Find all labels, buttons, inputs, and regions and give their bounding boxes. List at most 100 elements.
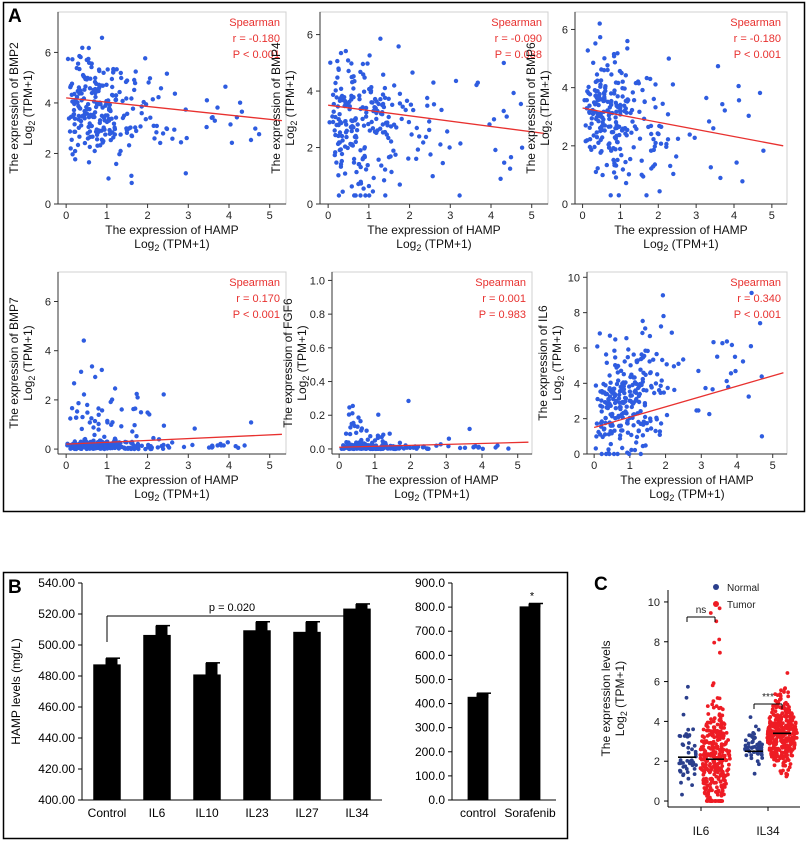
data-point: [721, 731, 726, 736]
x-tick-label: 0: [325, 210, 331, 222]
data-point: [362, 145, 367, 150]
data-point: [698, 753, 703, 757]
data-point: [587, 144, 593, 150]
y-tick-label: 0: [654, 796, 660, 808]
data-point: [126, 143, 132, 148]
error-bar: [528, 603, 541, 608]
data-point: [748, 715, 753, 719]
data-point: [740, 179, 745, 184]
data-point: [392, 83, 397, 88]
data-point: [124, 78, 130, 83]
data-point: [92, 446, 97, 451]
data-point: [686, 745, 691, 750]
data-point: [93, 75, 98, 81]
data-point: [603, 415, 608, 421]
x-tick-label: IL6: [149, 806, 166, 820]
stat-p: P < 0.001: [233, 309, 280, 321]
data-point: [407, 445, 413, 450]
data-point: [728, 371, 734, 376]
x-tick-label: 3: [693, 210, 699, 222]
data-point: [462, 445, 468, 450]
data-point: [219, 443, 224, 448]
data-point: [660, 101, 665, 107]
y-tick-label: 6: [45, 47, 51, 59]
data-point: [408, 102, 414, 107]
data-point: [369, 100, 374, 105]
data-point: [783, 686, 787, 691]
data-point: [640, 87, 645, 93]
data-point: [603, 352, 609, 357]
data-point: [215, 105, 220, 110]
data-point: [598, 137, 603, 143]
data-point: [92, 418, 98, 424]
data-point: [154, 123, 159, 129]
data-point: [76, 401, 81, 406]
data-point: [619, 428, 624, 433]
data-point: [791, 741, 795, 746]
data-point: [708, 769, 713, 774]
data-point: [716, 777, 721, 781]
y-tick-label: 0.2: [310, 410, 325, 422]
data-point: [718, 755, 722, 760]
data-point: [709, 765, 714, 770]
data-point: [112, 125, 117, 130]
data-point: [106, 116, 112, 122]
data-point: [69, 81, 75, 86]
data-point: [379, 163, 384, 168]
data-point: [665, 112, 671, 117]
data-point: [640, 433, 646, 438]
data-point: [135, 395, 140, 400]
data-point: [349, 95, 354, 101]
y-tick-label: 4: [654, 716, 660, 728]
data-point: [88, 134, 93, 140]
data-point: [75, 142, 81, 148]
x-tick-label: 5: [769, 210, 775, 222]
data-point: [111, 70, 116, 75]
data-point: [72, 122, 77, 127]
data-point: [724, 781, 728, 786]
data-point: [641, 370, 646, 375]
data-point: [96, 421, 101, 427]
data-point: [358, 69, 363, 75]
x-tick-label: IL34: [756, 824, 780, 838]
data-point: [701, 772, 706, 777]
x-tick-label: 4: [226, 210, 232, 222]
data-point: [769, 746, 774, 751]
data-point: [620, 79, 625, 84]
data-point: [336, 193, 342, 198]
data-point: [779, 713, 783, 718]
data-point: [623, 180, 629, 186]
y-tick-label: 10: [648, 597, 660, 609]
data-point: [446, 436, 452, 441]
data-point: [599, 124, 605, 129]
data-point: [611, 51, 617, 57]
data-point: [727, 762, 731, 767]
plot-frame: [57, 271, 287, 455]
data-point: [618, 405, 623, 410]
data-point: [773, 692, 778, 696]
data-point: [711, 126, 716, 131]
data-point: [161, 423, 167, 428]
data-point: [133, 406, 138, 411]
data-point: [601, 90, 607, 96]
data-point: [648, 426, 654, 431]
data-point: [634, 358, 639, 363]
data-point: [720, 764, 725, 768]
x-tick-label: Control: [88, 806, 127, 820]
data-point: [617, 146, 623, 152]
data-point: [69, 137, 74, 142]
data-point: [349, 61, 354, 66]
data-point: [397, 440, 403, 445]
data-point: [335, 58, 340, 64]
data-point: [723, 742, 728, 746]
data-point: [134, 391, 139, 397]
y-tick-label: 300.0: [415, 721, 445, 735]
data-point: [352, 117, 357, 122]
data-point: [757, 90, 763, 96]
data-point: [771, 712, 776, 717]
data-point: [625, 430, 631, 435]
data-point: [638, 451, 643, 457]
data-point: [379, 434, 384, 440]
x-tick-label: 2: [145, 460, 151, 472]
data-point: [110, 93, 116, 98]
